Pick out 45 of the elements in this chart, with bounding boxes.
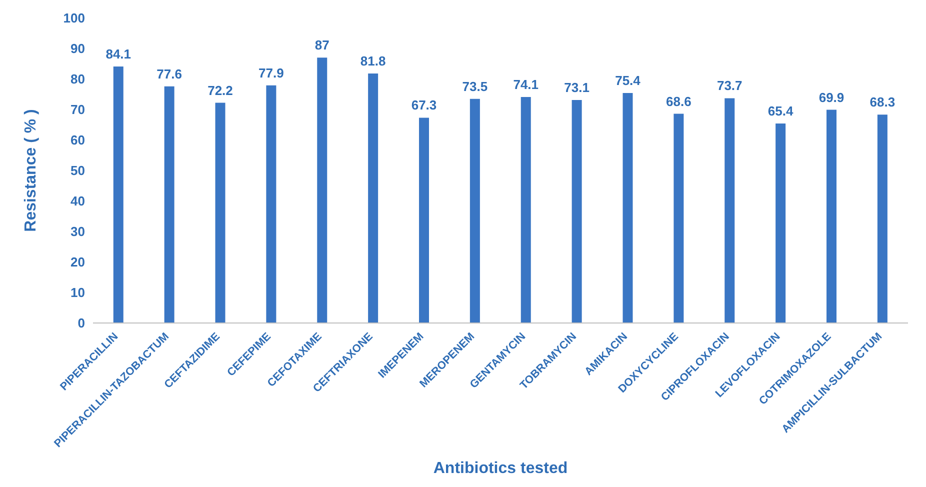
data-label: 65.4 [768, 104, 794, 119]
y-tick-label: 0 [78, 316, 85, 331]
data-label: 72.2 [208, 82, 233, 98]
data-label: 68.3 [870, 94, 896, 110]
data-label: 73.1 [564, 80, 590, 96]
bar [470, 98, 480, 323]
data-label: 81.8 [360, 54, 386, 69]
y-tick-label: 30 [70, 224, 85, 240]
y-tick-label: 70 [70, 102, 85, 118]
y-axis-title: Resistance ( % ) [22, 109, 40, 232]
bar [419, 118, 429, 323]
data-label: 77.6 [156, 66, 182, 82]
data-label: 73.7 [716, 78, 742, 94]
bar [368, 74, 378, 323]
data-label: 84.1 [106, 46, 132, 62]
bar [877, 114, 888, 323]
bar [776, 124, 786, 323]
y-tick-label: 60 [70, 132, 85, 148]
bar [520, 96, 531, 323]
x-axis-title: Antibiotics tested [433, 460, 568, 477]
bar [674, 114, 684, 323]
data-label: 75.4 [615, 73, 642, 88]
y-tick-label: 40 [70, 194, 85, 209]
y-tick-label: 90 [70, 41, 85, 56]
data-label: 77.9 [258, 65, 284, 80]
bar [266, 85, 276, 323]
bar [572, 100, 582, 323]
bar [164, 86, 174, 323]
data-label: 69.9 [818, 90, 844, 105]
y-tick-label: 10 [70, 285, 85, 300]
data-label: 67.3 [411, 98, 437, 113]
y-tick-label: 20 [70, 254, 85, 270]
bar [317, 58, 328, 323]
data-label: 87 [314, 38, 330, 53]
data-label: 74.1 [513, 76, 539, 92]
data-label: 73.5 [462, 78, 488, 94]
bar [724, 98, 735, 323]
bar [113, 66, 124, 323]
bar [826, 110, 836, 323]
y-tick-label: 100 [63, 10, 85, 26]
y-tick-label: 80 [70, 72, 85, 87]
y-tick-label: 50 [70, 163, 85, 178]
bar [622, 93, 633, 323]
data-label: 68.6 [666, 94, 692, 109]
bar [215, 102, 226, 323]
